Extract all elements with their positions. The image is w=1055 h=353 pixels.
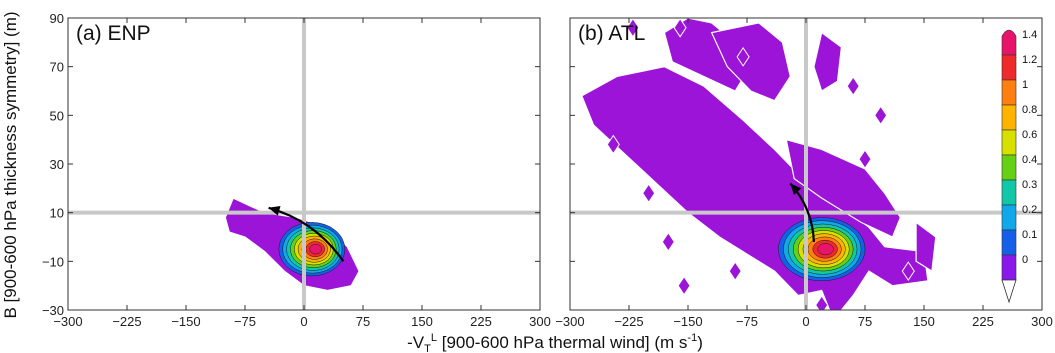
colorbar-tick-label: 0.3 <box>1022 179 1037 191</box>
colorbar-tick-label: 0.2 <box>1022 204 1037 216</box>
atl-x-tick-label: 0 <box>802 314 809 329</box>
atl-density-contour <box>817 243 834 256</box>
atl-density-cell <box>901 261 915 282</box>
y-tick-label: 10 <box>50 206 64 221</box>
colorbar-segment <box>1001 129 1017 156</box>
enp-panel-label: (a) ENP <box>76 22 151 45</box>
colorbar-tick-label: 0.8 <box>1022 104 1037 116</box>
atl-density-region <box>915 221 937 273</box>
atl-density-cell <box>661 231 675 252</box>
atl-arrow-head <box>790 183 802 195</box>
y-tick-label: 30 <box>50 157 64 172</box>
atl-density-region <box>813 31 843 92</box>
enp-density-contour <box>309 244 322 255</box>
atl-density-cell <box>606 134 620 155</box>
atl-density-cell <box>728 261 742 282</box>
panel-enp: (a) ENP −300 −225 −150 −75 0 75 150 225 300 90 70… <box>42 11 551 329</box>
colorbar-tick-label: 1 <box>1022 79 1028 91</box>
colorbar-under-triangle <box>1001 279 1017 304</box>
colorbar-tick-label: 0.1 <box>1022 229 1037 241</box>
colorbar-segment <box>1001 254 1017 281</box>
atl-density-cell <box>815 295 829 310</box>
atl-density-cell <box>736 46 750 67</box>
atl-density-cell <box>677 275 691 296</box>
atl-density-field <box>570 18 1042 310</box>
atl-density-region <box>710 22 791 102</box>
enp-y-ticks: 90 70 50 30 10 −10 −30 <box>42 11 540 318</box>
colorbar-segment <box>1001 29 1017 56</box>
colorbar-tick-label: 0.4 <box>1022 154 1037 166</box>
enp-arrow-head <box>268 206 281 216</box>
enp-x-ticks: −300 −225 −150 −75 0 75 150 225 300 <box>53 18 551 329</box>
y-tick-label: 90 <box>50 11 64 26</box>
atl-x-tick-label: 225 <box>972 314 994 329</box>
atl-panel-label: (b) ATL <box>578 22 645 45</box>
colorbar-segment <box>1001 154 1017 181</box>
atl-density-cell <box>874 105 888 126</box>
atl-density-cell <box>626 18 640 38</box>
enp-x-tick-label: −225 <box>112 314 141 329</box>
colorbar-segment <box>1001 179 1017 206</box>
atl-x-tick-label: −225 <box>614 314 643 329</box>
atl-density-cell <box>642 183 656 204</box>
y-tick-label: −10 <box>42 254 64 269</box>
colorbar-tick-label: 1.4 <box>1022 29 1037 41</box>
colorbar-tick-label: 0.6 <box>1022 129 1037 141</box>
colorbar-segment <box>1001 79 1017 106</box>
enp-x-tick-label: −75 <box>234 314 256 329</box>
y-tick-label: 70 <box>50 60 64 75</box>
x-axis-title: -VTL [900-600 hPa thermal wind] (m s-1) <box>407 332 703 353</box>
y-axis-title: B [900-600 hPa thickness symmetry] (m) <box>1 11 20 318</box>
colorbar-tick-label: 0 <box>1022 254 1028 266</box>
enp-x-tick-label: −150 <box>171 314 200 329</box>
colorbar: 1.4 1.2 1 0.8 0.6 0.4 0.3 0.2 0.1 0 <box>1001 29 1037 304</box>
atl-density-cell <box>858 149 872 170</box>
atl-x-tick-label: −75 <box>736 314 758 329</box>
colorbar-segment <box>1001 229 1017 256</box>
atl-density-cell <box>846 76 860 97</box>
colorbar-segment <box>1001 104 1017 131</box>
colorbar-segment <box>1001 54 1017 81</box>
y-tick-label: 50 <box>50 108 64 123</box>
atl-x-tick-label: −150 <box>673 314 702 329</box>
atl-x-tick-label: 150 <box>913 314 935 329</box>
y-tick-label: −30 <box>42 303 64 318</box>
atl-x-tick-label: 300 <box>1031 314 1053 329</box>
atl-x-tick-label: 75 <box>858 314 872 329</box>
enp-x-tick-label: −300 <box>53 314 82 329</box>
enp-x-tick-label: 75 <box>356 314 370 329</box>
colorbar-segment <box>1001 204 1017 231</box>
enp-x-tick-label: 150 <box>411 314 433 329</box>
colorbar-tick-label: 1.2 <box>1022 54 1037 66</box>
enp-x-tick-label: 0 <box>300 314 307 329</box>
enp-density-field <box>68 18 540 310</box>
enp-x-tick-label: 225 <box>470 314 492 329</box>
panel-atl: (b) ATL −300 −225 −150 −75 0 75 150 225 300 <box>555 17 1053 329</box>
atl-x-tick-label: −300 <box>555 314 584 329</box>
atl-y-ticks <box>570 17 1042 311</box>
enp-x-tick-label: 300 <box>529 314 551 329</box>
atl-density-cell <box>673 18 687 38</box>
atl-x-ticks: −300 −225 −150 −75 0 75 150 225 300 <box>555 18 1053 329</box>
